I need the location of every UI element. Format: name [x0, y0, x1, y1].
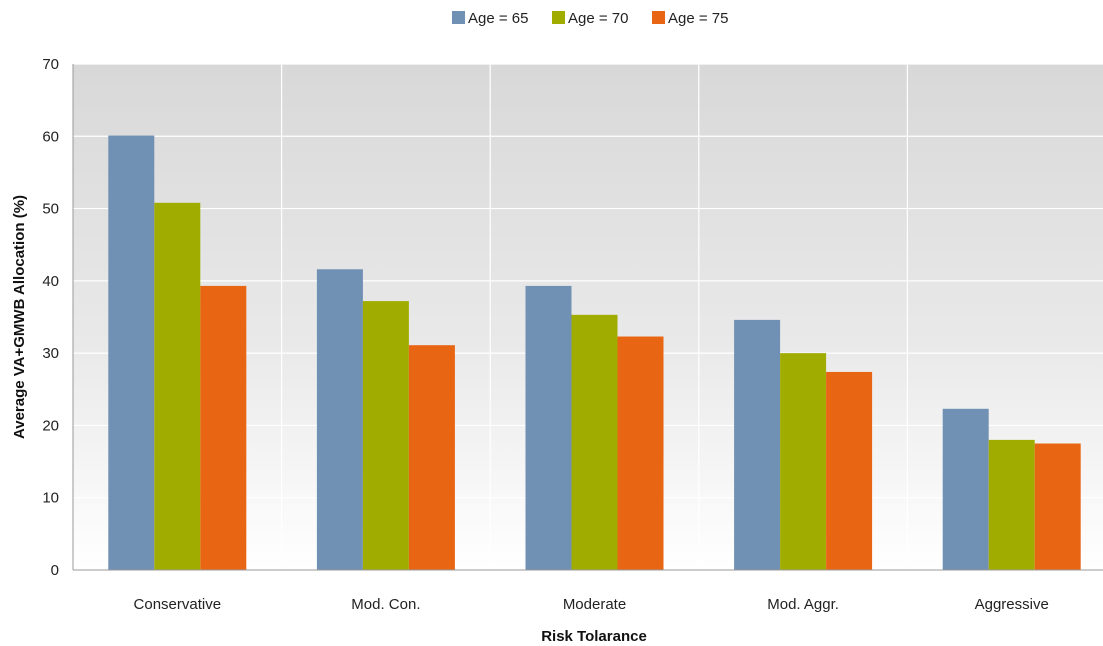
legend-label: Age = 75	[668, 10, 728, 27]
y-axis-ticks: 0 10 20 30 40 50 60 70	[42, 56, 59, 579]
bar	[617, 336, 664, 570]
y-tick-label: 30	[42, 345, 59, 362]
bar	[525, 285, 572, 570]
bar	[108, 135, 155, 570]
x-tick-label: Conservative	[134, 596, 222, 613]
bar	[734, 319, 781, 570]
bar	[362, 301, 409, 570]
x-tick-label: Aggressive	[975, 596, 1049, 613]
bar	[826, 371, 873, 570]
y-tick-label: 10	[42, 490, 59, 507]
bars	[108, 135, 1081, 570]
legend-swatch	[452, 11, 465, 24]
y-axis-title: Average VA+GMWB Allocation (%)	[11, 195, 28, 439]
bar	[200, 285, 247, 570]
y-tick-label: 70	[42, 56, 59, 73]
legend: Age = 65 Age = 70 Age = 75	[452, 10, 728, 27]
bar	[1034, 443, 1081, 570]
x-axis-title: Risk Tolarance	[541, 628, 647, 645]
legend-swatch	[652, 11, 665, 24]
bar	[316, 269, 363, 570]
x-tick-label: Moderate	[563, 596, 626, 613]
bar	[571, 314, 618, 570]
y-tick-label: 60	[42, 128, 59, 145]
x-tick-label: Mod. Con.	[351, 596, 420, 613]
legend-label: Age = 65	[468, 10, 528, 27]
y-tick-label: 20	[42, 417, 59, 434]
y-tick-label: 50	[42, 201, 59, 218]
bar	[154, 202, 201, 570]
bar	[942, 408, 989, 570]
x-axis-ticks: Conservative Mod. Con. Moderate Mod. Aggr. A…	[134, 596, 1049, 613]
bar	[780, 353, 827, 570]
bar	[988, 439, 1035, 570]
x-tick-label: Mod. Aggr.	[767, 596, 839, 613]
y-tick-label: 40	[42, 273, 59, 290]
legend-label: Age = 70	[568, 10, 628, 27]
legend-swatch	[552, 11, 565, 24]
bar	[408, 345, 455, 570]
y-tick-label: 0	[51, 562, 59, 579]
